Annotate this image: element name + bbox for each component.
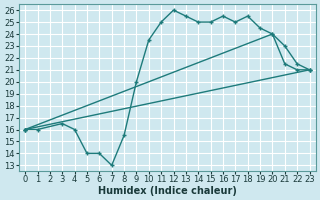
X-axis label: Humidex (Indice chaleur): Humidex (Indice chaleur): [98, 186, 237, 196]
